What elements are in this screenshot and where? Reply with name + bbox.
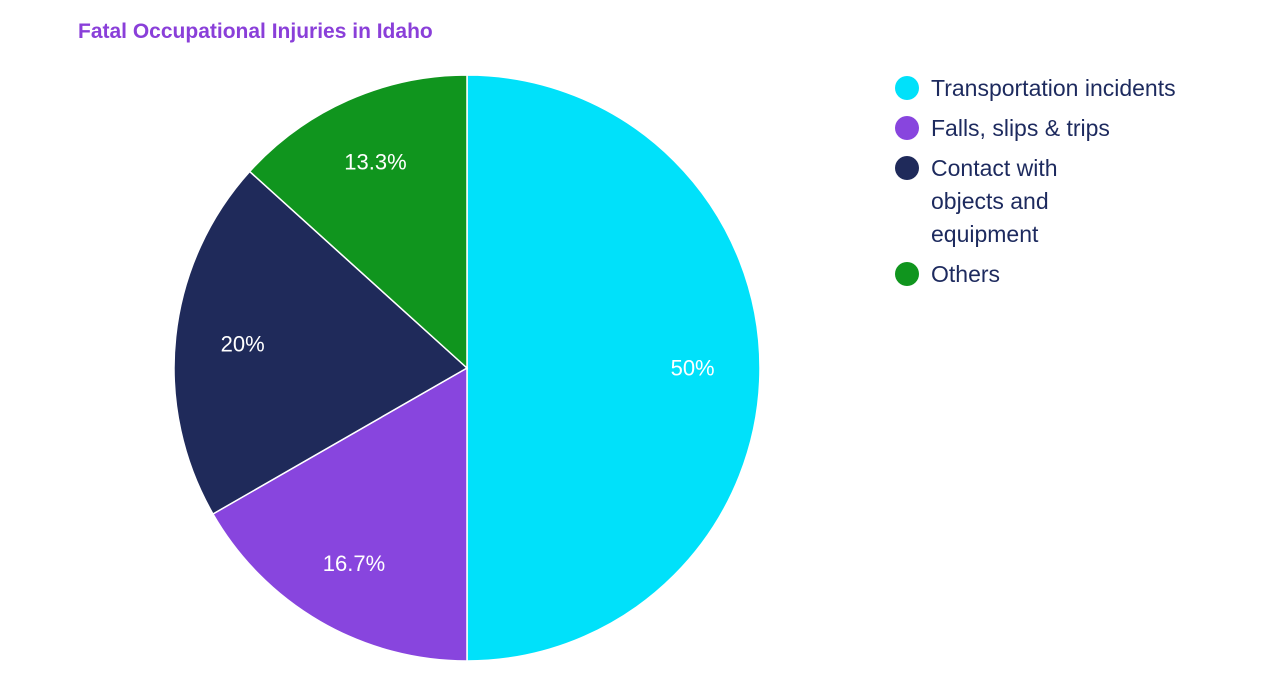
legend-item-falls[interactable]: Falls, slips & trips	[895, 112, 1225, 145]
slice-label-transportation-incidents: 50%	[671, 356, 715, 381]
legend-label: Contact with objects and equipment	[931, 155, 1058, 247]
legend-item-contact[interactable]: Contact with objects and equipment	[895, 152, 1225, 251]
legend-item-others[interactable]: Others	[895, 258, 1225, 291]
legend-label: Others	[931, 261, 1001, 287]
legend-swatch	[895, 76, 919, 100]
legend-item-transportation[interactable]: Transportation incidents	[895, 72, 1225, 105]
legend-label: Transportation incidents	[931, 75, 1176, 101]
legend-label: Falls, slips & trips	[931, 115, 1110, 141]
pie-slice-falls-slips-trips[interactable]	[211, 366, 468, 662]
legend-swatch	[895, 262, 919, 286]
slice-label-falls-slips-trips: 16.7%	[323, 551, 385, 576]
legend: Transportation incidents Falls, slips & …	[895, 72, 1225, 298]
slice-label-contact-with-objects-and-equipment: 20%	[221, 331, 265, 356]
legend-swatch	[895, 156, 919, 180]
pie-slice-others[interactable]	[248, 74, 468, 370]
legend-swatch	[895, 116, 919, 140]
pie-slice-transportation-incidents[interactable]	[466, 74, 761, 662]
pie-slice-contact-with-objects-and-equipment[interactable]	[173, 170, 469, 515]
chart-title: Fatal Occupational Injuries in Idaho	[78, 20, 433, 43]
slice-label-others: 13.3%	[344, 149, 406, 174]
